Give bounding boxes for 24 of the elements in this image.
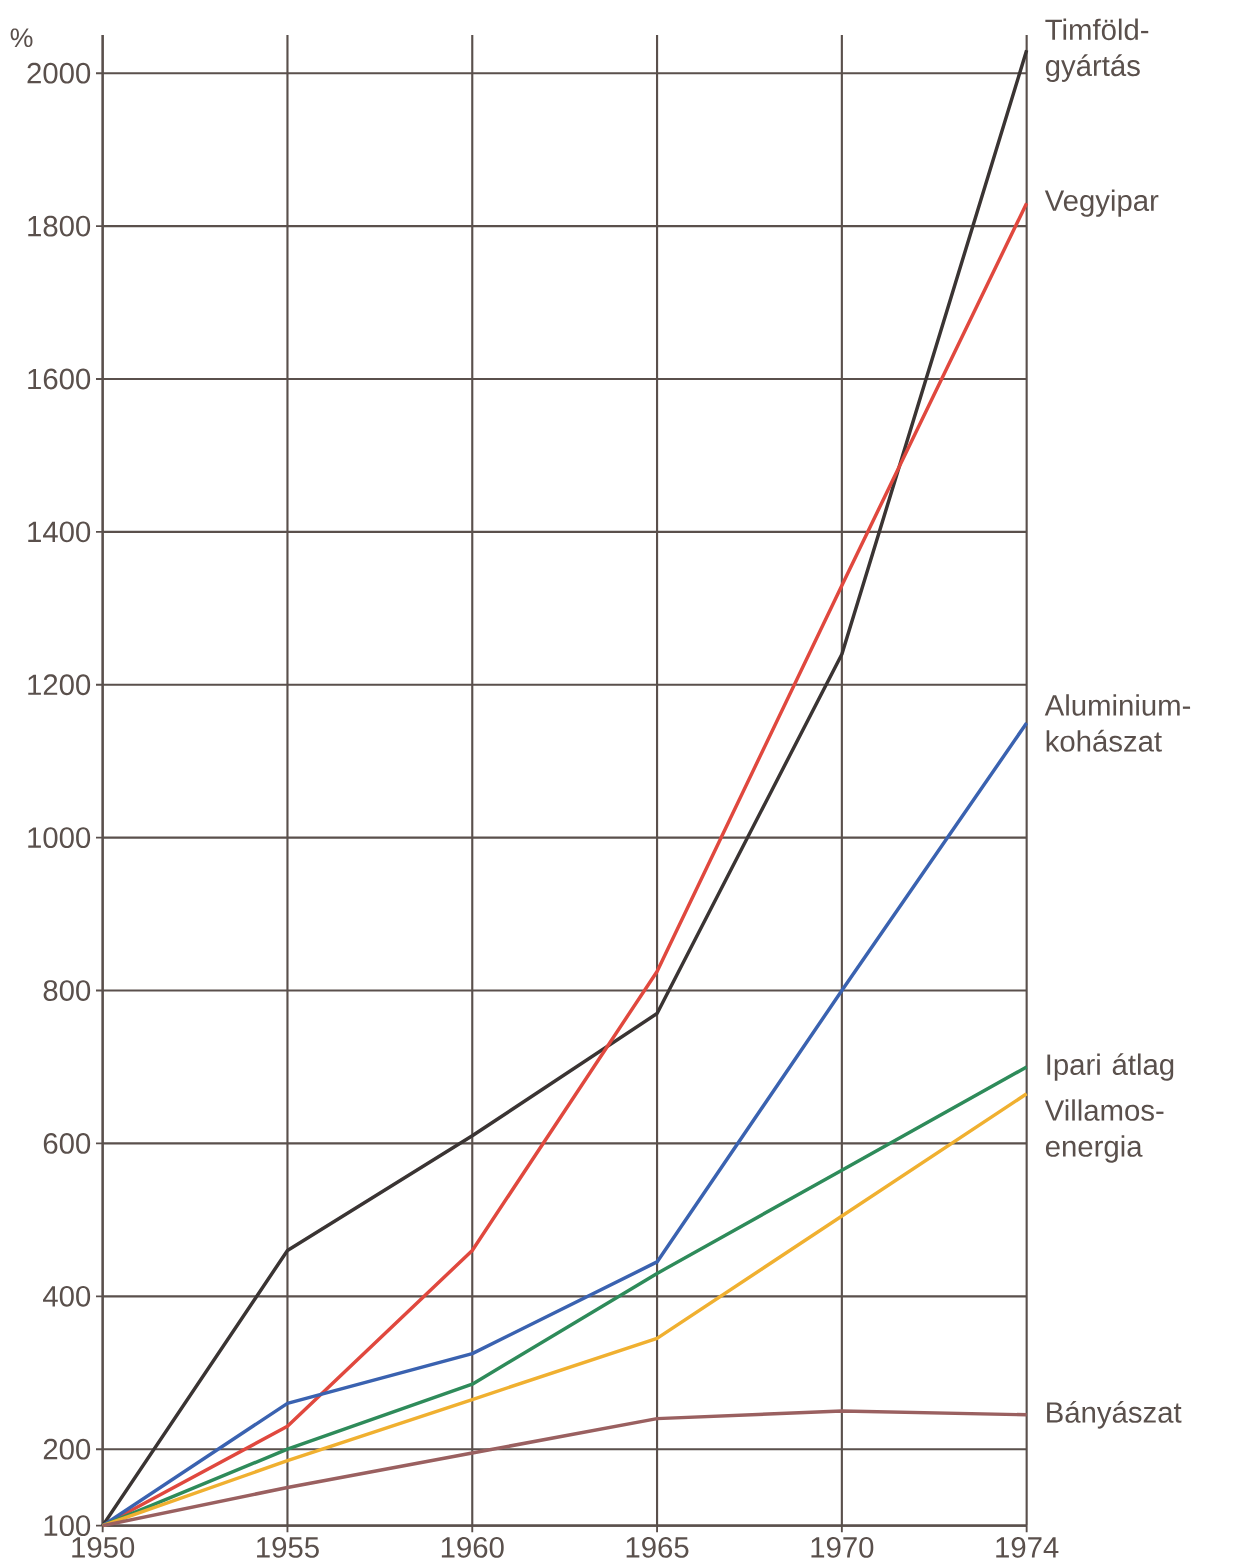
series-label: Timföld-gyártás <box>1045 18 1149 82</box>
series-label: Vegyipar <box>1044 189 1159 217</box>
series-label: Villamos-energia <box>1044 1099 1164 1163</box>
y-tick-label: 1400 <box>28 521 91 543</box>
x-tick-label: 1955 <box>257 1537 319 1558</box>
series-label: Bányászat <box>1047 1400 1182 1429</box>
x-tick-label: 1974 <box>996 1537 1059 1558</box>
y-tick-label: 2000 <box>27 62 91 84</box>
y-tick-label: 400 <box>43 1285 91 1307</box>
y-tick-label: 100 <box>44 1515 91 1537</box>
x-tick-label: 1960 <box>441 1537 504 1558</box>
y-tick-label: 1800 <box>28 215 91 237</box>
series-label: Aluminium-kohászat <box>1044 694 1191 752</box>
x-tick-label: 1950 <box>72 1537 135 1558</box>
x-tick-label: 1970 <box>811 1537 874 1558</box>
y-tick-label: 800 <box>43 980 91 1001</box>
y-tick-label: 1600 <box>28 368 91 390</box>
y-tick-label: 1000 <box>28 827 91 849</box>
series-label: Ipari átlag <box>1047 1053 1174 1081</box>
y-tick-label: 1200 <box>28 674 91 696</box>
y-axis-title: % <box>10 28 33 48</box>
y-tick-label: 600 <box>43 1133 91 1154</box>
y-tick-label: 200 <box>43 1438 91 1460</box>
x-tick-label: 1965 <box>626 1537 689 1558</box>
